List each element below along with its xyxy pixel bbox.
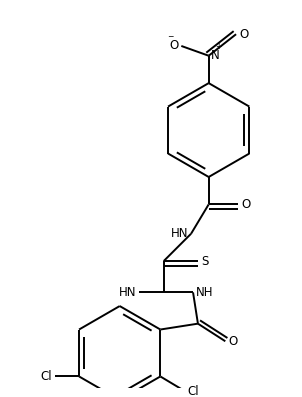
Text: S: S	[201, 254, 208, 268]
Text: N: N	[211, 49, 219, 62]
Text: Cl: Cl	[188, 385, 199, 397]
Text: −: −	[167, 32, 174, 41]
Text: NH: NH	[196, 286, 214, 299]
Text: O: O	[169, 39, 178, 52]
Text: O: O	[228, 335, 237, 348]
Text: +: +	[215, 42, 222, 51]
Text: HN: HN	[171, 227, 188, 240]
Text: O: O	[241, 198, 250, 211]
Text: HN: HN	[119, 286, 136, 299]
Text: O: O	[239, 28, 248, 41]
Text: Cl: Cl	[40, 370, 52, 383]
